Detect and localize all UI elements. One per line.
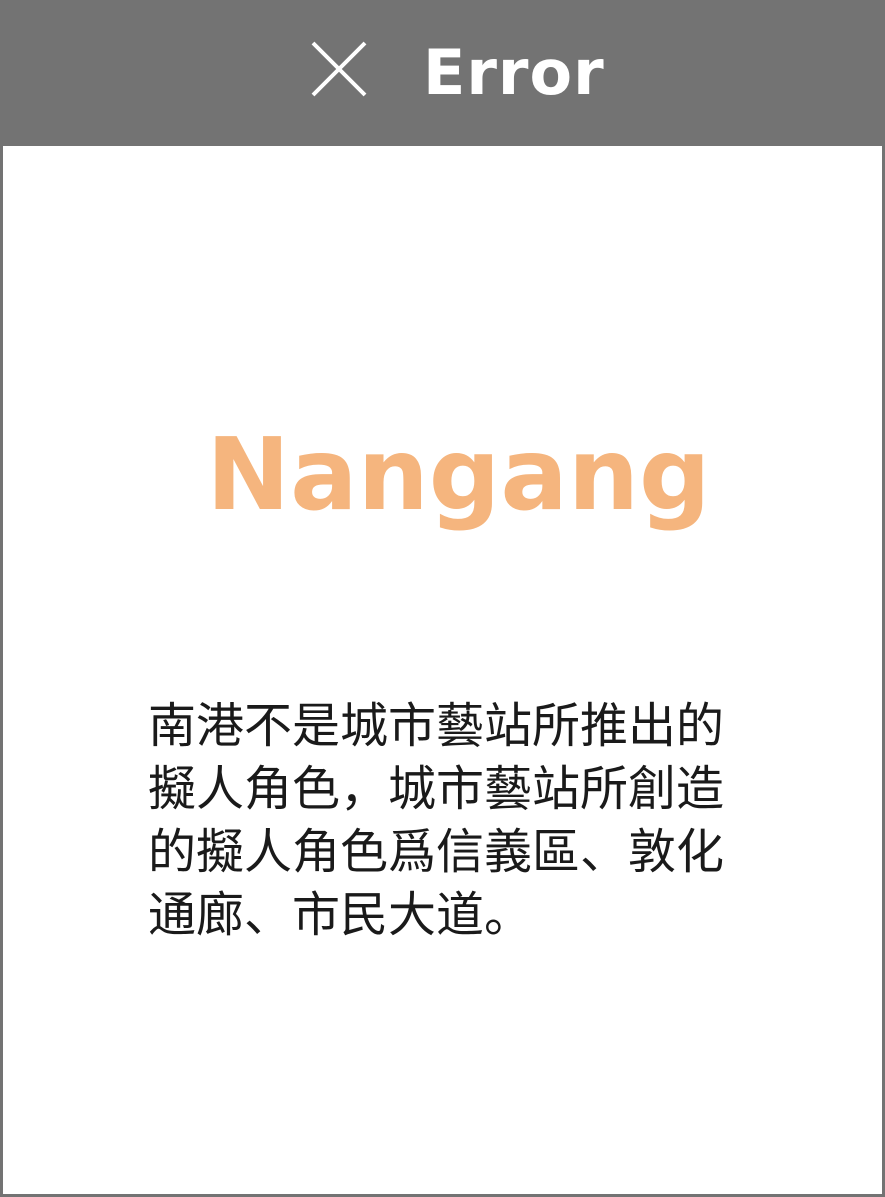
dialog-titlebar: Error <box>3 3 885 146</box>
close-icon[interactable] <box>311 41 367 97</box>
dialog-message: 南港不是城市藝站所推出的擬人角色，城市藝站所創造的擬人角色爲信義區、敦化通廊、市… <box>148 698 725 943</box>
dialog-title: Error <box>423 36 605 109</box>
dialog-heading: Nangang <box>206 416 711 533</box>
